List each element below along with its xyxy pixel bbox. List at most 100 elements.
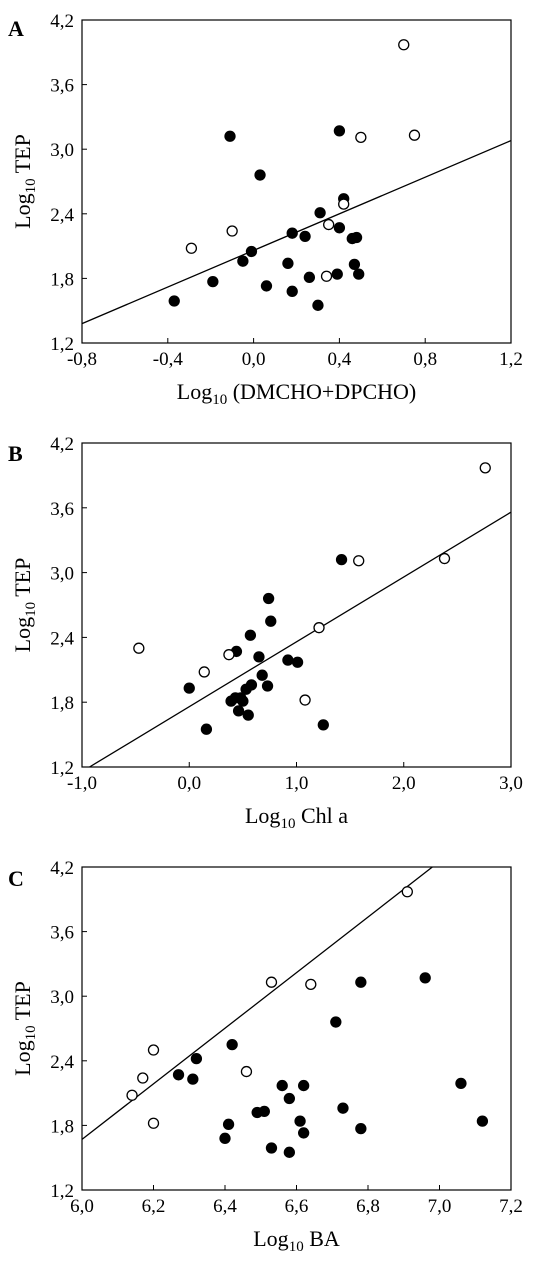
open-data-point bbox=[223, 649, 235, 661]
y-tick-label: 1,2 bbox=[50, 1181, 74, 1202]
x-axis-title: Log10 (DMCHO+DPCHO) bbox=[177, 379, 416, 408]
x-tick-label: 6,4 bbox=[213, 1196, 237, 1217]
y-axis-title: Log10 TEP bbox=[10, 558, 39, 653]
open-data-point bbox=[479, 462, 491, 474]
open-data-point bbox=[147, 1044, 160, 1056]
y-tick-label: 3,0 bbox=[50, 140, 74, 161]
y-tick-label: 2,4 bbox=[50, 205, 74, 226]
filled-data-point bbox=[253, 651, 265, 663]
panel-b: B -1,0 0,0 1,0 2,0 3,0 1,2 1,8 2,4 3,0 3,6 4,2 Log10… bbox=[8, 434, 523, 832]
filled-data-point bbox=[224, 130, 236, 142]
y-tick-label: 2,4 bbox=[50, 1052, 74, 1073]
filled-data-point bbox=[314, 207, 326, 219]
filled-data-point bbox=[419, 972, 431, 984]
y-tick-label: 4,2 bbox=[50, 11, 74, 32]
y-tick-label: 1,8 bbox=[50, 693, 74, 714]
open-data-point bbox=[313, 622, 325, 634]
filled-data-point bbox=[245, 245, 258, 258]
filled-data-point bbox=[260, 280, 273, 292]
filled-data-point bbox=[330, 1016, 342, 1028]
x-axis-title: Log10 BA bbox=[253, 1226, 340, 1255]
y-tick-label: 3,6 bbox=[50, 499, 74, 520]
x-tick-label: 0,8 bbox=[413, 349, 437, 370]
filled-data-point bbox=[168, 295, 180, 307]
filled-data-point bbox=[333, 125, 346, 137]
open-data-point bbox=[137, 1072, 149, 1084]
open-data-point bbox=[126, 1089, 138, 1101]
regression-line bbox=[81, 866, 433, 1140]
filled-data-point bbox=[303, 271, 316, 283]
filled-data-point bbox=[265, 1142, 278, 1154]
filled-data-point bbox=[183, 682, 195, 694]
filled-data-point bbox=[261, 680, 274, 692]
y-tick-label: 1,2 bbox=[50, 334, 74, 355]
plot-frame bbox=[81, 442, 512, 768]
filled-data-point bbox=[299, 230, 311, 243]
x-tick-label: 0,0 bbox=[242, 349, 266, 370]
x-tick-label: -1,0 bbox=[67, 773, 97, 794]
open-data-point bbox=[133, 642, 145, 654]
x-tick-label: 6,6 bbox=[285, 1196, 309, 1217]
open-data-point bbox=[338, 198, 350, 210]
y-tick-label: 1,8 bbox=[50, 1116, 74, 1137]
x-tick-label: 6,2 bbox=[142, 1196, 166, 1217]
x-tick-label: 2,0 bbox=[392, 773, 416, 794]
filled-data-point bbox=[476, 1115, 489, 1127]
filled-data-point bbox=[207, 275, 219, 288]
x-tick-label: 1,0 bbox=[285, 773, 309, 794]
panel-letter: C bbox=[8, 866, 24, 891]
open-data-point bbox=[408, 129, 421, 141]
filled-data-point bbox=[232, 705, 245, 717]
filled-data-point bbox=[282, 257, 294, 269]
open-data-point bbox=[355, 131, 367, 144]
x-tick-label: 6,0 bbox=[70, 1196, 94, 1217]
filled-data-point bbox=[237, 255, 249, 267]
panel-a: A -0,8 -0,4 0,0 0,4 0,8 1,2 1,2 1,8 2,4 3,0 3,6 4,2 L… bbox=[8, 11, 523, 408]
panel-c: C 6,0 6,2 6,4 6,6 6,8 7,0 7,2 1,2 1,8 2,4 3,0 3,6 4,2… bbox=[8, 858, 523, 1255]
x-tick-label: -0,4 bbox=[153, 349, 184, 370]
filled-data-point bbox=[353, 268, 365, 280]
filled-data-point bbox=[355, 1122, 367, 1135]
y-tick-label: 3,0 bbox=[50, 987, 74, 1008]
filled-data-point bbox=[244, 629, 257, 641]
filled-data-point bbox=[348, 258, 361, 271]
filled-data-point bbox=[286, 285, 298, 297]
open-data-point bbox=[305, 978, 317, 991]
x-tick-label: 7,0 bbox=[428, 1196, 452, 1217]
filled-data-point bbox=[317, 719, 329, 731]
filled-data-point bbox=[200, 723, 213, 735]
x-tick-label: 1,2 bbox=[499, 349, 523, 370]
regression-line bbox=[89, 511, 512, 768]
open-data-point bbox=[438, 552, 451, 565]
filled-data-point bbox=[297, 1127, 310, 1139]
open-data-point bbox=[240, 1065, 253, 1078]
filled-data-point bbox=[283, 1092, 296, 1105]
filled-data-point bbox=[276, 1079, 288, 1092]
open-data-point bbox=[226, 225, 238, 237]
filled-data-point bbox=[282, 654, 294, 666]
filled-data-point bbox=[262, 592, 275, 605]
filled-data-point bbox=[294, 1115, 306, 1127]
filled-data-point bbox=[355, 976, 367, 988]
plot-frame bbox=[81, 866, 512, 1191]
open-data-point bbox=[147, 1117, 160, 1129]
open-data-point bbox=[265, 976, 278, 988]
y-tick-label: 3,6 bbox=[50, 923, 74, 944]
y-tick-label: 3,0 bbox=[50, 564, 74, 585]
open-data-point bbox=[198, 666, 210, 678]
filled-data-point bbox=[455, 1077, 467, 1090]
y-tick-label: 1,2 bbox=[50, 758, 74, 779]
filled-data-point bbox=[286, 227, 298, 239]
filled-data-point bbox=[312, 299, 324, 311]
filled-data-point bbox=[258, 1105, 270, 1118]
open-data-point bbox=[398, 39, 410, 51]
y-axis-title: Log10 TEP bbox=[10, 134, 39, 229]
filled-data-point bbox=[172, 1069, 185, 1081]
filled-data-point bbox=[222, 1118, 235, 1130]
filled-data-point bbox=[291, 656, 304, 668]
filled-data-point bbox=[245, 679, 258, 691]
filled-data-point bbox=[265, 615, 277, 627]
open-data-point bbox=[353, 555, 365, 567]
filled-data-point bbox=[333, 222, 346, 234]
filled-data-point bbox=[256, 669, 268, 681]
